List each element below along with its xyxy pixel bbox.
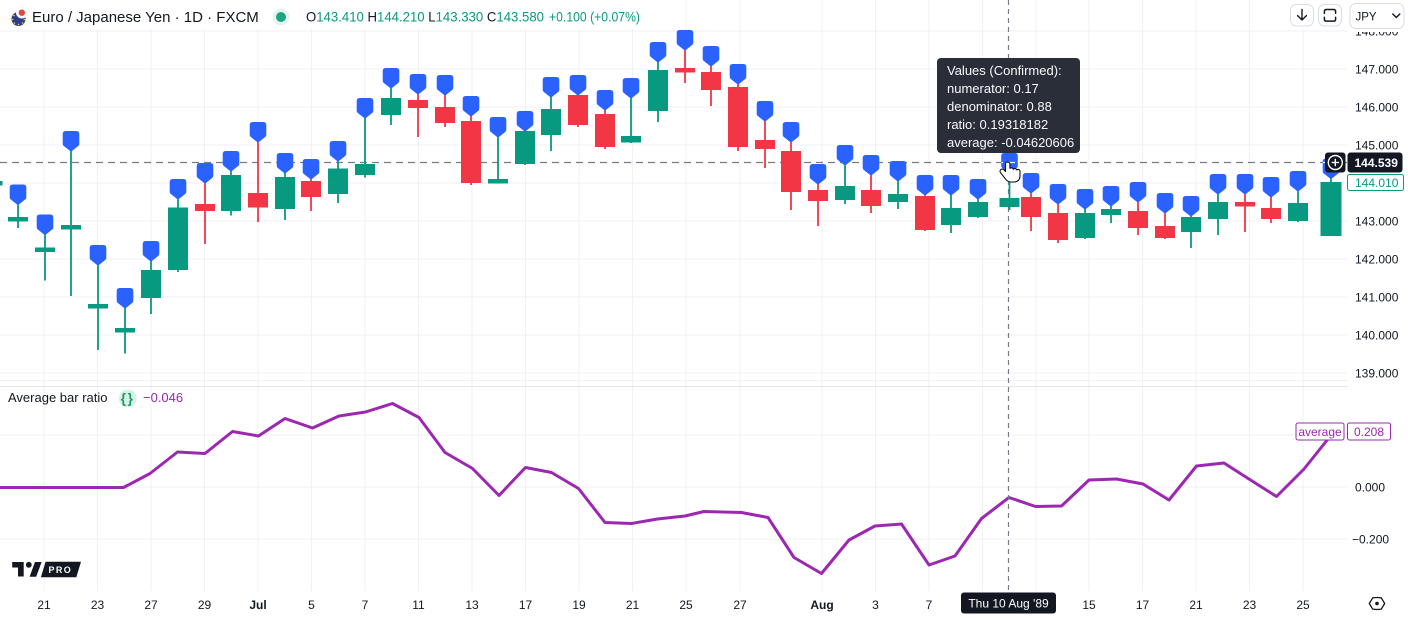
- svg-text:144.010: 144.010: [1355, 176, 1399, 190]
- svg-text:JPY: JPY: [1356, 11, 1377, 23]
- svg-text:17: 17: [519, 598, 533, 612]
- svg-text:denominator: 0.88: denominator: 0.88: [947, 99, 1052, 114]
- svg-text:27: 27: [733, 598, 747, 612]
- svg-text:140.000: 140.000: [1355, 328, 1399, 342]
- svg-text:Euro / Japanese Yen · 1D · FXC: Euro / Japanese Yen · 1D · FXCM: [32, 9, 259, 26]
- svg-text:7: 7: [926, 598, 933, 612]
- svg-text:Values (Confirmed):: Values (Confirmed):: [947, 63, 1062, 78]
- svg-text:21: 21: [37, 598, 51, 612]
- svg-text:{: {: [121, 391, 126, 406]
- svg-text:+0.100 (+0.07%): +0.100 (+0.07%): [549, 9, 640, 25]
- svg-text:numerator: 0.17: numerator: 0.17: [947, 81, 1039, 96]
- svg-text:25: 25: [679, 598, 693, 612]
- svg-text:21: 21: [1189, 598, 1203, 612]
- svg-text:147.000: 147.000: [1355, 62, 1399, 76]
- svg-text:5: 5: [308, 598, 315, 612]
- svg-text:23: 23: [91, 598, 105, 612]
- svg-text:0.208: 0.208: [1354, 425, 1384, 439]
- svg-text:144.539: 144.539: [1355, 156, 1399, 170]
- svg-text:3: 3: [872, 598, 879, 612]
- svg-text:PRO: PRO: [48, 565, 72, 575]
- svg-text:Thu 10 Aug '89: Thu 10 Aug '89: [968, 597, 1049, 611]
- svg-text:23: 23: [1243, 598, 1257, 612]
- svg-text:141.000: 141.000: [1355, 290, 1399, 304]
- svg-text:142.000: 142.000: [1355, 252, 1399, 266]
- svg-text:average: -0.04620606: average: -0.04620606: [947, 135, 1074, 150]
- svg-text:−0.200: −0.200: [1352, 532, 1389, 546]
- svg-text:139.000: 139.000: [1355, 366, 1399, 380]
- svg-text:Jul: Jul: [249, 598, 266, 612]
- svg-text:21: 21: [626, 598, 640, 612]
- svg-text:17: 17: [1136, 598, 1150, 612]
- svg-text:−0.046: −0.046: [143, 390, 183, 405]
- svg-text:19: 19: [572, 598, 586, 612]
- svg-text:0.000: 0.000: [1355, 480, 1385, 494]
- svg-text:145.000: 145.000: [1355, 138, 1399, 152]
- svg-text:O143.410 H144.210 L143.330 C14: O143.410 H144.210 L143.330 C143.580: [306, 9, 544, 25]
- svg-text:15: 15: [1082, 598, 1096, 612]
- svg-text:143.000: 143.000: [1355, 214, 1399, 228]
- svg-text:}: }: [128, 391, 134, 406]
- svg-text:Aug: Aug: [810, 598, 833, 612]
- svg-text:7: 7: [362, 598, 369, 612]
- svg-text:Average bar ratio: Average bar ratio: [8, 390, 108, 405]
- svg-text:average: average: [1298, 425, 1342, 439]
- svg-text:ratio: 0.19318182: ratio: 0.19318182: [947, 117, 1048, 132]
- svg-text:146.000: 146.000: [1355, 100, 1399, 114]
- svg-text:29: 29: [198, 598, 212, 612]
- svg-text:11: 11: [412, 598, 425, 612]
- svg-text:25: 25: [1296, 598, 1310, 612]
- svg-text:13: 13: [465, 598, 479, 612]
- svg-text:27: 27: [144, 598, 158, 612]
